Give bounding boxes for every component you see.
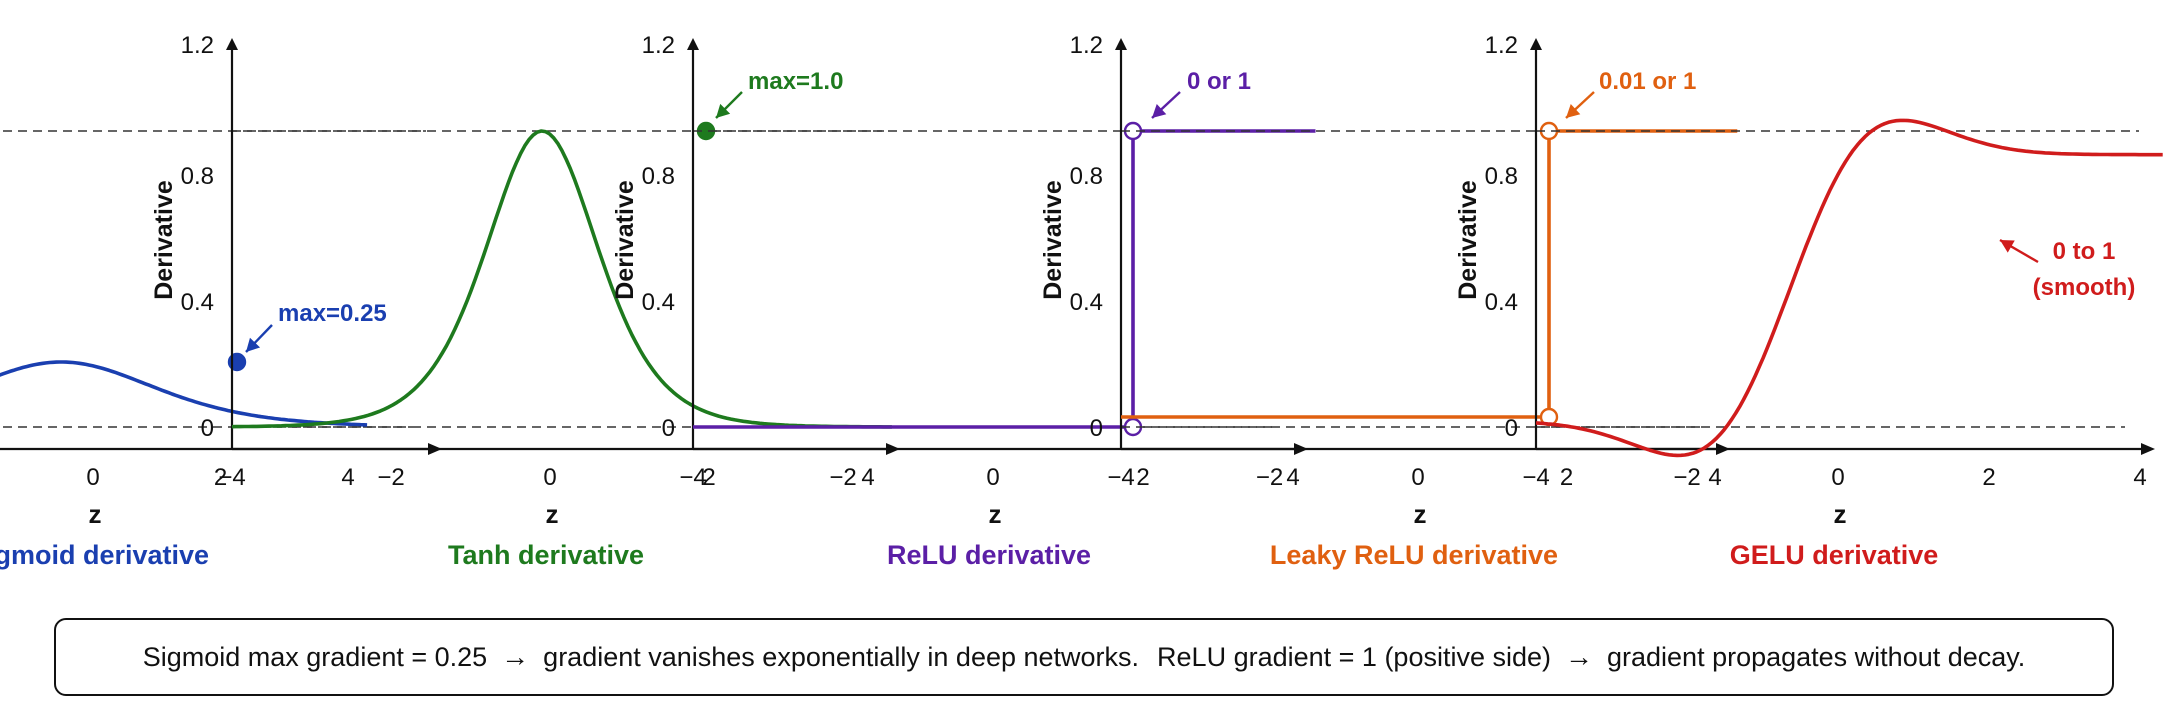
series-line [693, 129, 1316, 429]
series-line [0, 360, 368, 427]
y-tick-label: 0 [1505, 415, 1518, 442]
x-tick-label: 0 [543, 464, 556, 491]
y-axis-arrowhead [226, 38, 238, 50]
x-tick-label: 0 [86, 464, 99, 491]
annotation-arrowhead [2000, 240, 2015, 253]
x-tick-label: 2 [214, 464, 227, 491]
y-tick-label: 0.4 [181, 289, 214, 316]
summary-vanish-text: gradient vanishes exponentially in deep … [543, 641, 1140, 672]
series-line [231, 129, 892, 429]
y-axis-label: Derivative [1039, 180, 1067, 300]
x-axis-label: z [89, 499, 102, 529]
x-tick-label: 2 [1982, 464, 1995, 491]
x-axis-label: z [1414, 499, 1427, 529]
x-tick-label: 2 [1136, 464, 1149, 491]
y-axis-label: Derivative [611, 180, 639, 300]
chart-title: Leaky ReLU derivative [1270, 540, 1558, 570]
x-tick-label: −4 [679, 464, 706, 491]
y-tick-label: 0.8 [181, 163, 214, 190]
annotation-arrowhead [1566, 104, 1581, 118]
y-tick-label: 0.4 [1485, 289, 1518, 316]
x-tick-label: 2 [702, 464, 715, 491]
chart-title: Sigmoid derivative [0, 540, 209, 570]
chart-gelu-derivative: 0 0.4 0.8 1.2 −4 −2 0 2 4 z Derivative GELU derivat… [1454, 32, 2163, 570]
x-tick-label: 0 [1411, 464, 1424, 491]
y-tick-label: 1.2 [1485, 32, 1518, 59]
summary-arrow-2: → [1565, 641, 1593, 672]
x-tick-label: 4 [2133, 464, 2146, 491]
annotation-label: 0 to 1 [2053, 238, 2116, 265]
y-tick-label: 0.8 [1070, 163, 1103, 190]
x-tick-label: 4 [1286, 464, 1299, 491]
x-tick-label: −4 [218, 464, 245, 491]
annotation-arrowhead [1152, 104, 1167, 118]
y-tick-label: 0.4 [642, 289, 675, 316]
summary-propagate-text: gradient propagates without decay. [1607, 641, 2026, 672]
series-line [1121, 129, 1738, 419]
y-tick-label: 0 [201, 415, 214, 442]
annotation-label: max=1.0 [748, 68, 843, 95]
x-tick-label: 0 [1831, 464, 1844, 491]
summary-relu-text: ReLU gradient = 1 (positive side) [1157, 641, 1551, 672]
x-tick-label: −2 [1256, 464, 1283, 491]
x-tick-label: −2 [1673, 464, 1700, 491]
y-tick-label: 0 [662, 415, 675, 442]
x-tick-label: 2 [1560, 464, 1573, 491]
chart-leaky-relu-derivative: 0 0.4 0.8 1.2 −4 −2 0 2 4 z Derivative Leaky ReLU d… [1039, 32, 1738, 570]
y-tick-label: 1.2 [1070, 32, 1103, 59]
x-tick-label: 4 [1708, 464, 1721, 491]
y-tick-label: 0 [1090, 415, 1103, 442]
x-axis-arrowhead [2141, 443, 2155, 455]
summary-sigmoid-text: Sigmoid max gradient = 0.25 [142, 641, 488, 672]
series-line [1535, 118, 2163, 458]
y-tick-label: 1.2 [181, 32, 214, 59]
y-axis-label: Derivative [1454, 180, 1482, 300]
chart-title: Tanh derivative [448, 540, 644, 570]
annotation-arrowhead [716, 103, 731, 118]
annotation-label: 0 or 1 [1187, 68, 1251, 95]
x-tick-label: 4 [861, 464, 874, 491]
y-axis-arrowhead [1530, 38, 1542, 50]
y-axis-label: Derivative [150, 180, 178, 300]
chart-title: ReLU derivative [887, 540, 1091, 570]
annotation-arrowhead [246, 337, 261, 352]
x-tick-label: −2 [829, 464, 856, 491]
x-tick-label: 0 [986, 464, 999, 491]
chart-title: GELU derivative [1730, 540, 1939, 570]
summary-box: Sigmoid max gradient = 0.25 → gradient v… [54, 618, 2114, 696]
annotation-label: 0.01 or 1 [1599, 68, 1696, 95]
x-tick-label: −4 [1522, 464, 1549, 491]
y-tick-label: 0.4 [1070, 289, 1103, 316]
y-axis-arrowhead [1115, 38, 1127, 50]
annotation-label: max=0.25 [278, 300, 387, 327]
summary-arrow-1: → [501, 641, 530, 672]
x-axis-label: z [1834, 499, 1847, 529]
y-axis-arrowhead [687, 38, 699, 50]
x-tick-label: −4 [1107, 464, 1134, 491]
x-axis-label: z [546, 499, 559, 529]
annotation-sublabel: (smooth) [2033, 274, 2136, 301]
x-axis-label: z [989, 499, 1002, 529]
y-tick-label: 0.8 [642, 163, 675, 190]
y-tick-label: 0.8 [1485, 163, 1518, 190]
x-tick-label: −2 [377, 464, 404, 491]
y-tick-label: 1.2 [642, 32, 675, 59]
x-tick-label: 4 [341, 464, 354, 491]
